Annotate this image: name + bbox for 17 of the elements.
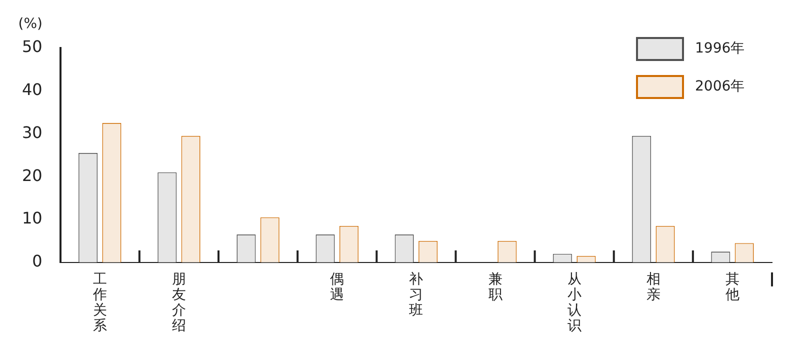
legend-label: 2006年 xyxy=(695,78,745,95)
x-tick-label: 兼职 xyxy=(488,272,502,304)
x-tick-label: 从小认识 xyxy=(567,272,582,334)
y-axis-title: (%) xyxy=(18,16,42,32)
y-tick-label: 10 xyxy=(22,208,42,228)
y-tick-label: 50 xyxy=(22,37,42,56)
x-tick-label: 其他 xyxy=(725,272,740,304)
legend-label: 1996年 xyxy=(695,40,745,57)
x-tick-label: 朋友介绍 xyxy=(172,272,186,334)
x-tick-label: 补习班 xyxy=(409,272,424,319)
y-tick-label: 40 xyxy=(22,80,42,100)
y-tick-label: 20 xyxy=(22,166,42,185)
x-tick-label: 工作关系 xyxy=(92,272,107,334)
y-tick-label: 30 xyxy=(22,122,42,142)
x-tick-label: 相亲 xyxy=(646,272,660,304)
x-tick-label: 偶遇 xyxy=(330,272,344,304)
y-tick-label: 0 xyxy=(32,252,42,271)
